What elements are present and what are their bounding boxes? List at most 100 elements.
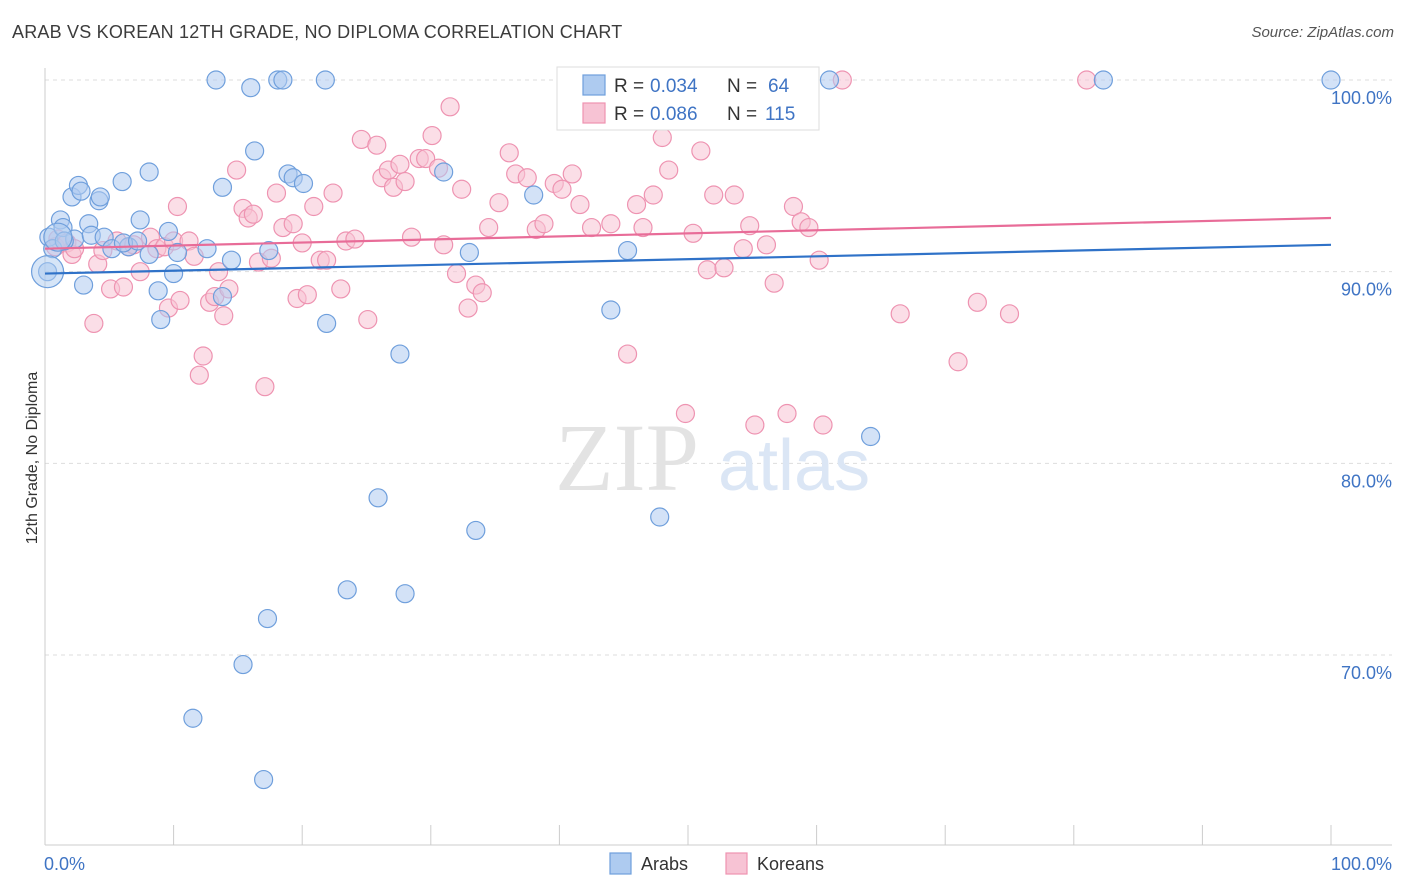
x-tick-label-max: 100.0% <box>1331 854 1392 874</box>
arabs-point <box>73 275 94 295</box>
y-axis-label: 12th Grade, No Diploma <box>24 372 41 545</box>
arabs-point <box>650 507 670 527</box>
koreans-point <box>367 135 387 155</box>
arabs-point <box>259 240 279 261</box>
koreans-point <box>659 160 679 180</box>
koreans-point <box>395 171 415 192</box>
arabs-point <box>158 221 179 242</box>
arabs-point <box>434 162 454 182</box>
koreans-point <box>440 97 460 117</box>
koreans-point <box>416 148 436 169</box>
legend-n-label-koreans: N = <box>727 104 757 125</box>
koreans-point <box>331 279 351 299</box>
y-tick-label: 90.0% <box>1341 280 1392 300</box>
grid-lines <box>45 79 1392 656</box>
koreans-point <box>704 185 724 205</box>
koreans-point <box>562 164 582 184</box>
arabs-point <box>257 608 278 629</box>
arabs-point <box>148 281 168 301</box>
legend-n-value-koreans: 115 <box>765 104 795 125</box>
koreans-point <box>890 304 910 324</box>
koreans-point <box>214 306 234 326</box>
koreans-point <box>113 277 134 297</box>
koreans-point <box>691 141 711 161</box>
koreans-point <box>489 193 509 213</box>
arabs-point <box>466 520 486 541</box>
arabs-point <box>273 70 293 90</box>
legend-r-value-arabs: 0.034 <box>650 76 698 97</box>
arabs-point <box>167 242 188 263</box>
koreans-point <box>714 258 734 278</box>
koreans-point <box>304 196 324 217</box>
arabs-point <box>206 70 226 90</box>
arabs-point <box>43 222 73 252</box>
koreans-point <box>479 217 499 238</box>
koreans-point <box>799 217 819 238</box>
koreans-point <box>317 250 337 270</box>
koreans-point <box>675 403 696 424</box>
trend-lines <box>44 216 1332 275</box>
y-tick-label: 70.0% <box>1341 663 1392 683</box>
arabs-point <box>617 240 638 261</box>
watermark: ZIP atlas <box>555 404 870 511</box>
arabs-point <box>601 300 621 320</box>
arabs-point <box>245 141 265 161</box>
koreans-point <box>170 290 190 311</box>
koreans-point <box>581 217 602 238</box>
legend-r-label-arabs: R = <box>614 76 644 97</box>
arabs-point <box>390 344 410 364</box>
koreans-point <box>209 262 229 282</box>
trend-line-koreans <box>44 216 1332 250</box>
y-tick-label: 80.0% <box>1341 471 1392 491</box>
arabs-point <box>459 242 479 263</box>
legend-r-label-koreans: R = <box>614 104 644 125</box>
koreans-point <box>266 183 287 203</box>
arabs-point <box>241 78 261 98</box>
koreans-point <box>323 183 343 203</box>
arabs-point <box>71 181 91 201</box>
arabs-point <box>139 162 159 182</box>
koreans-point <box>724 185 744 205</box>
koreans-point <box>243 204 263 224</box>
legend-swatch-koreans <box>582 102 606 124</box>
koreans-point <box>458 298 478 318</box>
legend: R = 0.034 N = 64 R = 0.086 N = 115 <box>556 66 820 131</box>
bottom-legend-label-koreans: Koreans <box>757 854 824 874</box>
arabs-point <box>819 70 840 90</box>
legend-n-value-arabs: 64 <box>768 76 790 97</box>
koreans-point <box>283 214 303 234</box>
koreans-point <box>643 185 663 205</box>
bottom-legend-swatch-arabs <box>609 852 632 875</box>
koreans-point <box>777 403 797 424</box>
koreans-point <box>517 168 537 188</box>
koreans-point <box>745 415 765 435</box>
trend-line-arabs <box>44 243 1332 275</box>
koreans-point <box>626 194 647 215</box>
arabs-point <box>233 654 253 675</box>
legend-r-value-koreans: 0.086 <box>650 104 698 125</box>
koreans-point <box>227 160 247 180</box>
koreans-point <box>534 214 554 234</box>
koreans-point <box>617 344 638 364</box>
arabs-point <box>151 309 171 330</box>
x-tick-label-min: 0.0% <box>44 854 85 874</box>
arabs-point <box>861 426 881 447</box>
koreans-point <box>452 179 472 199</box>
koreans-point <box>345 229 365 249</box>
koreans-point <box>390 154 410 174</box>
arabs-point <box>221 250 242 270</box>
arabs-point <box>197 239 217 259</box>
arabs-point <box>315 70 335 90</box>
arabs-point <box>254 769 274 790</box>
koreans-point <box>813 415 833 435</box>
koreans-point <box>809 250 829 270</box>
koreans-point <box>552 179 572 199</box>
arabs-point <box>30 255 65 289</box>
arabs-point <box>524 185 544 205</box>
bottom-legend: Arabs Koreans <box>609 852 824 875</box>
koreans-point <box>167 196 188 217</box>
koreans-point <box>601 214 621 234</box>
koreans-point <box>999 304 1020 324</box>
watermark-atlas: atlas <box>718 426 870 506</box>
bottom-legend-label-arabs: Arabs <box>641 854 688 874</box>
